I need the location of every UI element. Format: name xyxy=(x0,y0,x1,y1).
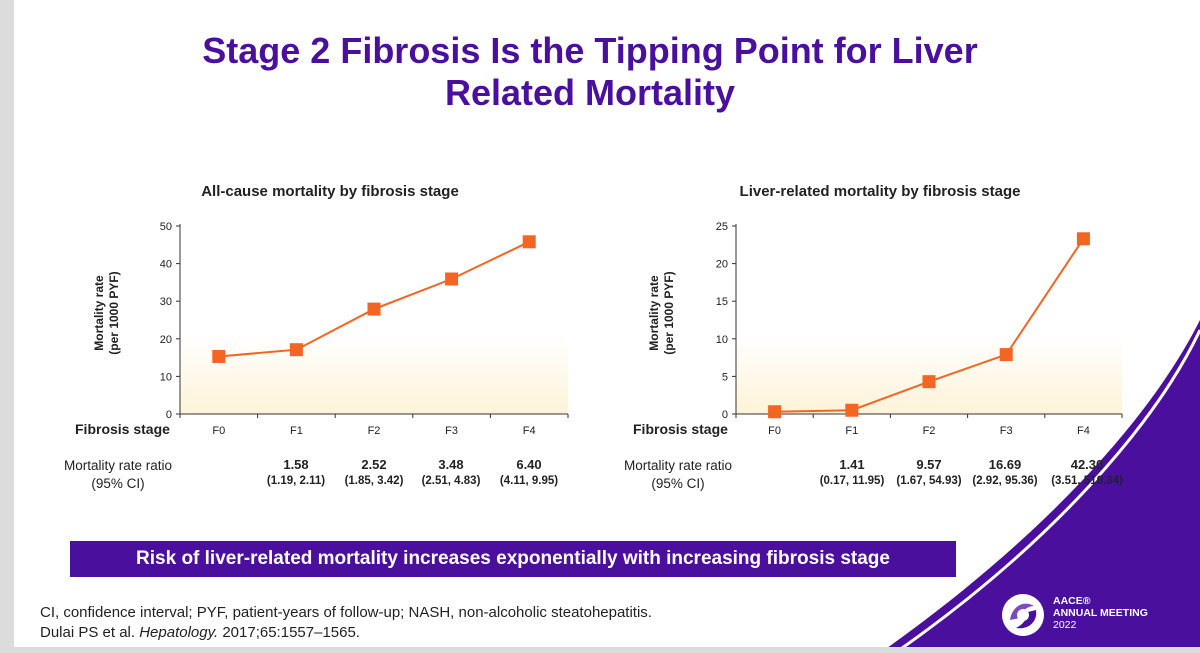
aace-logo-icon xyxy=(1002,594,1044,636)
chart-1-point-f0 xyxy=(212,349,226,363)
chart-1-ratio-f4: 6.40 (4.11, 9.95) xyxy=(499,457,559,487)
chart-1-point-f1 xyxy=(289,343,303,357)
chart-2-point-f1 xyxy=(845,403,859,417)
chart-2-y-tick-label-15: 15 xyxy=(716,296,728,308)
chart-1-plot: 0 10 20 30 40 50 F0 F1 F2 F3 F4 xyxy=(160,221,569,437)
ratio-label-line2: (95% CI) xyxy=(651,476,705,491)
chart-2-shading xyxy=(736,334,1122,414)
chart-1-shading xyxy=(180,334,568,414)
key-message-banner: Risk of liver-related mortality increase… xyxy=(70,541,956,577)
chart-2-fibrosis-stage-label: Fibrosis stage xyxy=(633,421,728,437)
chart-2-x-label-f0: F0 xyxy=(768,425,781,437)
ratio-label-line2: (95% CI) xyxy=(91,476,145,491)
ratio-label-line1: Mortality rate ratio xyxy=(624,458,733,473)
chart-2-point-f3 xyxy=(999,348,1013,362)
chart-2-point-f2 xyxy=(922,375,936,389)
footnote-reference: Dulai PS et al. Hepatology. 2017;65:1557… xyxy=(40,624,360,641)
chart-2-y-tick-label-10: 10 xyxy=(716,334,728,346)
footnote: CI, confidence interval; PYF, patient-ye… xyxy=(40,603,652,643)
chart-2-x-label-f1: F1 xyxy=(845,425,858,437)
chart-2-ratio-label: Mortality rate ratio (95% CI) xyxy=(624,457,732,493)
chart-2-ratio-f1: 1.41 (0.17, 11.95) xyxy=(819,457,885,487)
chart-1-x-label-f0: F0 xyxy=(212,425,225,437)
chart-2-x-label-f2: F2 xyxy=(923,425,936,437)
chart-2-ratio-f2: 9.57 (1.67, 54.93) xyxy=(896,457,962,487)
chart-1-y-tick-label-10: 10 xyxy=(160,371,172,383)
chart-1-x-label-f1: F1 xyxy=(290,425,303,437)
chart-2-ratio-f4: 42.30 (3.51, 510.34) xyxy=(1051,457,1123,487)
chart-2-point-f4 xyxy=(1076,232,1090,246)
chart-1-y-tick-label-20: 20 xyxy=(160,334,172,346)
chart-1-ratio-f3: 3.48 (2.51, 4.83) xyxy=(421,457,481,487)
chart-2-y-tick-label-0: 0 xyxy=(722,409,728,421)
chart-1-ratio-f2: 2.52 (1.85, 3.42) xyxy=(344,457,404,487)
chart-1-y-tick-label-40: 40 xyxy=(160,259,172,271)
chart-1-fibrosis-stage-label: Fibrosis stage xyxy=(75,421,170,437)
chart-1-ratio-f1: 1.58 (1.19, 2.11) xyxy=(266,457,326,487)
chart-2-ratio-f3: 16.69 (2.92, 95.36) xyxy=(972,457,1038,487)
chart-2-point-f0 xyxy=(768,405,782,419)
chart-1-x-label-f3: F3 xyxy=(445,425,458,437)
chart-1-point-f3 xyxy=(445,272,459,286)
chart-1-y-tick-label-0: 0 xyxy=(166,409,172,421)
chart-2-plot: 0 5 10 15 20 25 F0 F1 F2 F3 F4 xyxy=(716,221,1123,437)
chart-2-x-label-f3: F3 xyxy=(1000,425,1013,437)
chart-2-title: Liver-related mortality by fibrosis stag… xyxy=(739,183,1021,200)
chart-1-y-tick-label-50: 50 xyxy=(160,221,172,233)
chart-2-y-tick-label-20: 20 xyxy=(716,259,728,271)
footnote-abbreviations: CI, confidence interval; PYF, patient-ye… xyxy=(40,604,652,621)
chart-1-point-f2 xyxy=(367,302,381,316)
chart-2-y-tick-label-5: 5 xyxy=(722,371,728,383)
aace-meeting-logo-text: AACE® ANNUAL MEETING 2022 xyxy=(1053,595,1148,631)
chart-1-point-f4 xyxy=(522,235,536,249)
chart-1-ratio-label: Mortality rate ratio (95% CI) xyxy=(64,457,172,493)
chart-1-title: All-cause mortality by fibrosis stage xyxy=(201,183,459,200)
chart-1-x-label-f2: F2 xyxy=(368,425,381,437)
chart-1-y-tick-label-30: 30 xyxy=(160,296,172,308)
chart-2-x-label-f4: F4 xyxy=(1077,425,1090,437)
ratio-label-line1: Mortality rate ratio xyxy=(64,458,173,473)
chart-1-x-label-f4: F4 xyxy=(523,425,536,437)
slide-title: Stage 2 Fibrosis Is the Tipping Point fo… xyxy=(202,30,978,113)
chart-2-y-tick-label-25: 25 xyxy=(716,221,728,233)
